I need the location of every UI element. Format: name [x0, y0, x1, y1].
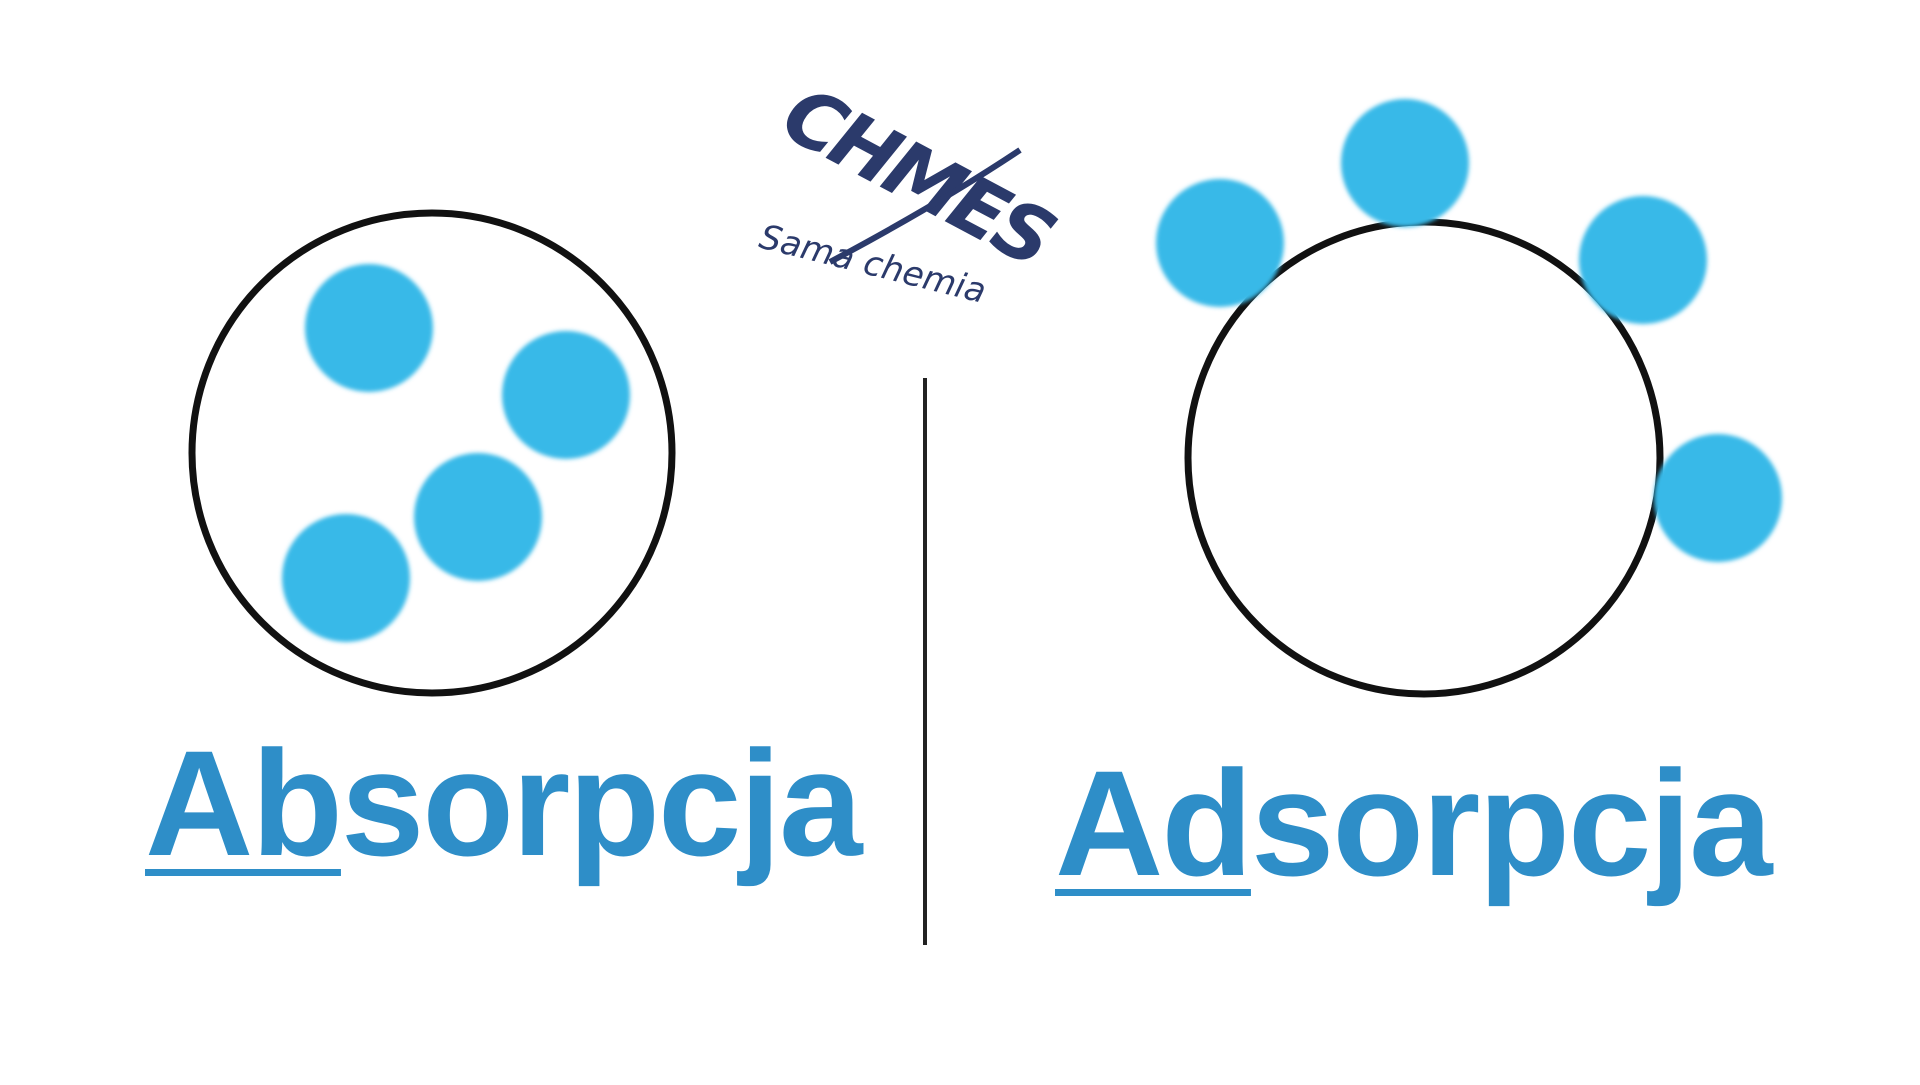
- particle: [502, 331, 630, 459]
- absorbent-circle: [188, 209, 676, 697]
- particle: [305, 264, 433, 392]
- particle: [282, 514, 410, 642]
- adsorption-label: Adsorpcja: [1055, 748, 1773, 898]
- absorption-prefix: Ab: [145, 719, 343, 887]
- particle: [1341, 99, 1469, 227]
- particle: [1579, 196, 1707, 324]
- absorption-figure: [188, 209, 676, 697]
- adsorption-prefix: Ad: [1055, 739, 1253, 907]
- absorption-suffix: sorpcja: [340, 719, 863, 887]
- chmes-logo: CHMES Sama chemia: [755, 69, 1066, 311]
- particle: [414, 453, 542, 581]
- particle: [1156, 179, 1284, 307]
- particle: [1654, 434, 1782, 562]
- absorption-label: Absorpcja: [145, 728, 863, 878]
- adsorption-suffix: sorpcja: [1250, 739, 1773, 907]
- adsorption-figure: [1156, 99, 1782, 698]
- logo-swoosh: [828, 147, 1022, 265]
